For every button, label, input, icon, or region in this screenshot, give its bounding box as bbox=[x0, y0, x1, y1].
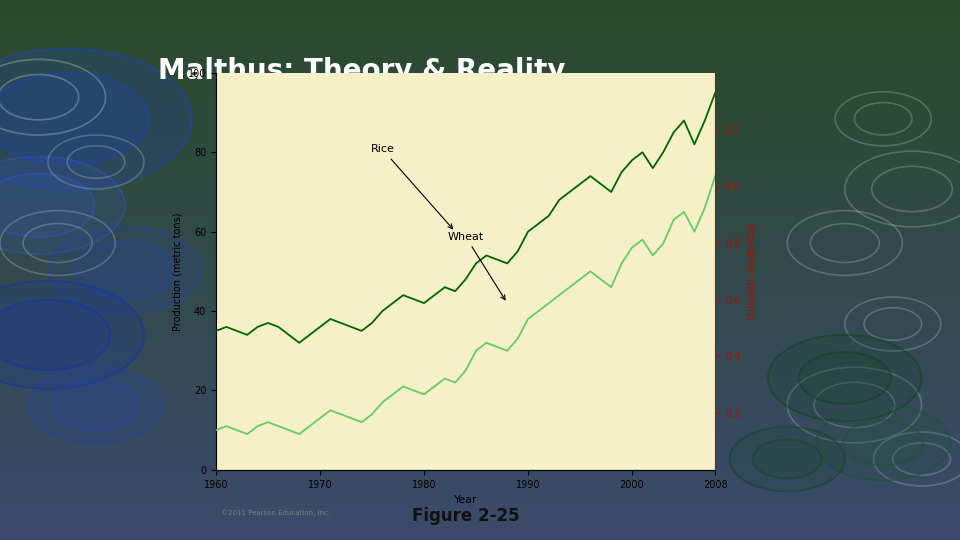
Bar bbox=[0, 472, 960, 486]
Y-axis label: Production (metric tons): Production (metric tons) bbox=[173, 212, 182, 330]
Circle shape bbox=[75, 242, 175, 298]
Bar bbox=[0, 108, 960, 122]
Bar bbox=[0, 135, 960, 148]
Circle shape bbox=[0, 49, 192, 189]
Bar bbox=[0, 189, 960, 202]
Bar bbox=[0, 40, 960, 54]
Text: Wheat: Wheat bbox=[447, 232, 505, 300]
Bar bbox=[0, 297, 960, 310]
Bar bbox=[0, 148, 960, 162]
Bar bbox=[0, 256, 960, 270]
Text: ©2011 Pearson Education, Inc.: ©2011 Pearson Education, Inc. bbox=[221, 510, 330, 516]
Bar bbox=[0, 202, 960, 216]
Circle shape bbox=[0, 73, 148, 165]
Bar bbox=[0, 324, 960, 338]
Bar bbox=[0, 68, 960, 81]
Bar bbox=[0, 81, 960, 94]
Bar bbox=[0, 338, 960, 351]
Circle shape bbox=[0, 174, 94, 237]
Bar bbox=[0, 230, 960, 243]
Circle shape bbox=[48, 227, 202, 313]
Circle shape bbox=[816, 405, 950, 481]
Bar bbox=[0, 405, 960, 418]
Circle shape bbox=[768, 335, 922, 421]
Bar bbox=[0, 418, 960, 432]
Bar bbox=[0, 486, 960, 500]
Circle shape bbox=[753, 440, 822, 478]
Bar bbox=[0, 176, 960, 189]
Bar bbox=[0, 526, 960, 540]
Circle shape bbox=[799, 352, 891, 404]
Bar bbox=[0, 364, 960, 378]
Bar bbox=[0, 351, 960, 364]
Bar bbox=[0, 310, 960, 324]
Bar bbox=[0, 378, 960, 392]
Bar bbox=[0, 446, 960, 459]
Text: Population: Population bbox=[0, 539, 1, 540]
Circle shape bbox=[0, 300, 110, 370]
Bar bbox=[0, 459, 960, 472]
Bar bbox=[0, 284, 960, 297]
Bar bbox=[0, 392, 960, 405]
Bar bbox=[0, 243, 960, 256]
Bar bbox=[0, 122, 960, 135]
Bar bbox=[0, 432, 960, 445]
Circle shape bbox=[29, 367, 163, 443]
Bar bbox=[0, 162, 960, 176]
Text: Malthus: Theory & Reality: Malthus: Theory & Reality bbox=[158, 57, 565, 85]
Bar bbox=[0, 54, 960, 68]
Circle shape bbox=[843, 420, 924, 465]
Bar bbox=[0, 94, 960, 108]
Text: Rice: Rice bbox=[371, 144, 452, 228]
Bar bbox=[0, 513, 960, 526]
Circle shape bbox=[0, 157, 125, 254]
Text: Figure 2-25: Figure 2-25 bbox=[412, 507, 519, 525]
Bar bbox=[0, 0, 960, 14]
Circle shape bbox=[730, 427, 845, 491]
Bar bbox=[0, 27, 960, 40]
Y-axis label: Population (billions): Population (billions) bbox=[744, 223, 755, 320]
Bar bbox=[0, 14, 960, 27]
Bar bbox=[0, 270, 960, 284]
Bar bbox=[0, 216, 960, 229]
Circle shape bbox=[0, 281, 144, 389]
Circle shape bbox=[52, 380, 140, 430]
X-axis label: Year: Year bbox=[454, 495, 477, 505]
Bar bbox=[0, 500, 960, 513]
